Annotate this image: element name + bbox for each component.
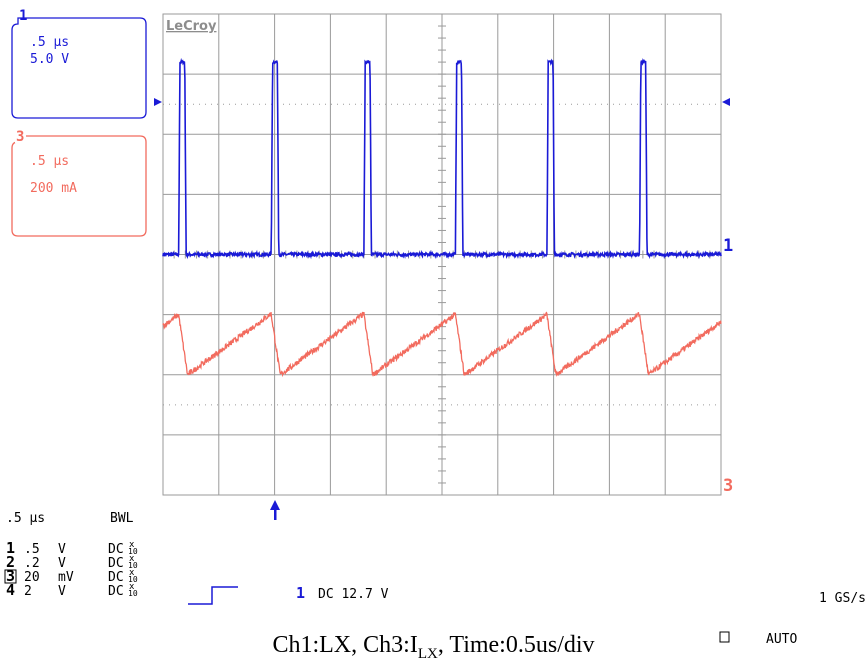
- ch3-box-scale: 200 mA: [30, 181, 77, 196]
- ch1-info-box[interactable]: 1 .5 µs 5.0 V: [11, 8, 147, 119]
- ch1-offset-marker-right[interactable]: [722, 98, 730, 106]
- channel-row-1[interactable]: 1 .5 V DC x10: [6, 539, 138, 557]
- acquisition-mode: AUTO: [766, 632, 797, 647]
- channel-coupling: DC: [108, 570, 124, 585]
- ch1-box-timebase: .5 µs: [30, 35, 69, 50]
- ch3-box-label: 3: [16, 129, 24, 145]
- channel-id: 4: [6, 581, 15, 599]
- ch3-box-timebase: .5 µs: [30, 154, 69, 169]
- channel-scale-unit: mV: [58, 570, 74, 585]
- figure-caption: Ch1:LX, Ch3:ILX, Time:0.5us/div: [272, 632, 595, 662]
- channel-coupling: DC: [108, 556, 124, 571]
- trigger-slope-icon[interactable]: [188, 586, 238, 605]
- acquisition-checkbox[interactable]: [719, 631, 730, 643]
- channel-scale-value: 2: [24, 584, 32, 599]
- status-bwl: BWL: [110, 511, 134, 526]
- channel-coupling: DC: [108, 542, 124, 557]
- ch1-box-label: 1: [19, 8, 27, 24]
- ch3-trace: [162, 311, 722, 378]
- channel-scale-value: .5: [24, 542, 40, 557]
- trigger-setting: DC 12.7 V: [318, 587, 389, 602]
- channel-id: 2: [6, 553, 15, 571]
- ch1-ground-label: 1: [723, 236, 733, 256]
- channel-scale-value: 20: [24, 570, 40, 585]
- channel-row-4[interactable]: 4 2 V DC x10: [6, 581, 138, 599]
- brand-logo: LeCroy: [166, 19, 217, 34]
- channel-id: 3: [6, 567, 15, 585]
- trigger-channel: 1: [296, 584, 305, 602]
- channel-probe-x: x: [129, 582, 135, 592]
- channel-probe-n: 10: [128, 575, 138, 584]
- channel-coupling: DC: [108, 584, 124, 599]
- channel-probe-x: x: [129, 554, 135, 564]
- channel-probe-n: 10: [128, 561, 138, 570]
- ch1-offset-marker-left[interactable]: [154, 98, 162, 106]
- channel-probe-n: 10: [128, 547, 138, 556]
- channel-probe-n: 10: [128, 589, 138, 598]
- channel-probe-x: x: [129, 568, 135, 578]
- channel-row-3[interactable]: 3 20 mV DC x10: [4, 567, 138, 585]
- channel-scale-unit: V: [58, 556, 66, 571]
- channel-id: 1: [6, 539, 15, 557]
- channel-scale-unit: V: [58, 584, 66, 599]
- ch3-ground-label: 3: [723, 476, 733, 496]
- sample-rate: 1 GS/s: [819, 591, 866, 606]
- ch3-info-box[interactable]: 3 .5 µs 200 mA: [11, 128, 147, 237]
- channel-scale-unit: V: [58, 542, 66, 557]
- channel-scale-value: .2: [24, 556, 40, 571]
- status-timebase: .5 µs: [6, 511, 45, 526]
- up-arrow-icon[interactable]: [270, 500, 280, 520]
- ch1-trace: [162, 57, 722, 260]
- channel-probe-x: x: [129, 540, 135, 550]
- channel-row-2[interactable]: 2 .2 V DC x10: [6, 553, 138, 571]
- channel-selected-box: [4, 569, 17, 584]
- ch1-box-scale: 5.0 V: [30, 52, 69, 67]
